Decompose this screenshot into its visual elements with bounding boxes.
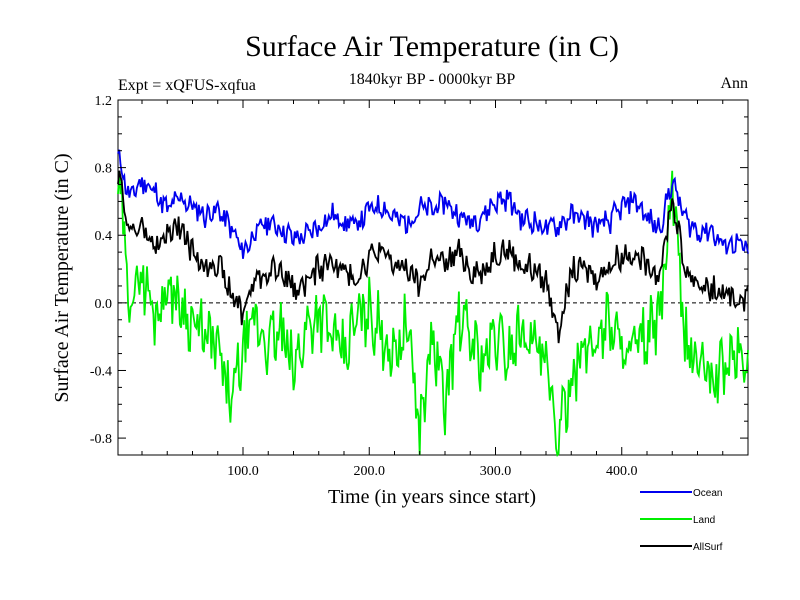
y-axis-label: Surface Air Temperature (in C) bbox=[51, 153, 73, 402]
x-tick-label: 200.0 bbox=[353, 464, 385, 479]
legend-label-ocean: Ocean bbox=[693, 488, 722, 499]
x-tick-label: 100.0 bbox=[227, 464, 259, 479]
legend: Ocean Land AllSurf bbox=[640, 488, 723, 553]
tick-layer: 100.0 200.0 300.0 400.0 1.2 0.8 0.4 0.0 -0.4 -0.8 bbox=[90, 94, 748, 479]
period-label: 1840kyr BP - 0000kyr BP bbox=[349, 71, 516, 88]
series-line-ocean bbox=[117, 149, 749, 259]
chart-title: Surface Air Temperature (in C) bbox=[245, 30, 619, 63]
experiment-label: Expt = xQFUS-xqfua bbox=[118, 77, 256, 94]
legend-label-land: Land bbox=[693, 515, 715, 526]
legend-label-allsurf: AllSurf bbox=[693, 542, 723, 553]
plot-frame bbox=[117, 99, 749, 456]
y-tick-label: 0.0 bbox=[95, 297, 113, 312]
y-tick-label: 0.4 bbox=[95, 229, 113, 244]
plot-area: 100.0 200.0 300.0 400.0 1.2 0.8 0.4 0.0 -0.4 -0.8 bbox=[90, 94, 749, 479]
series-layer bbox=[117, 149, 749, 457]
x-tick-label: 400.0 bbox=[606, 464, 638, 479]
x-axis-label: Time (in years since start) bbox=[328, 486, 536, 508]
series-line-allsurf bbox=[117, 170, 749, 344]
y-tick-label: 1.2 bbox=[95, 94, 113, 109]
series-line-land bbox=[117, 170, 749, 457]
y-tick-label: -0.8 bbox=[90, 432, 112, 447]
season-label: Ann bbox=[720, 75, 748, 92]
y-tick-label: -0.4 bbox=[90, 364, 112, 379]
y-tick-label: 0.8 bbox=[95, 162, 113, 177]
x-tick-label: 300.0 bbox=[480, 464, 512, 479]
